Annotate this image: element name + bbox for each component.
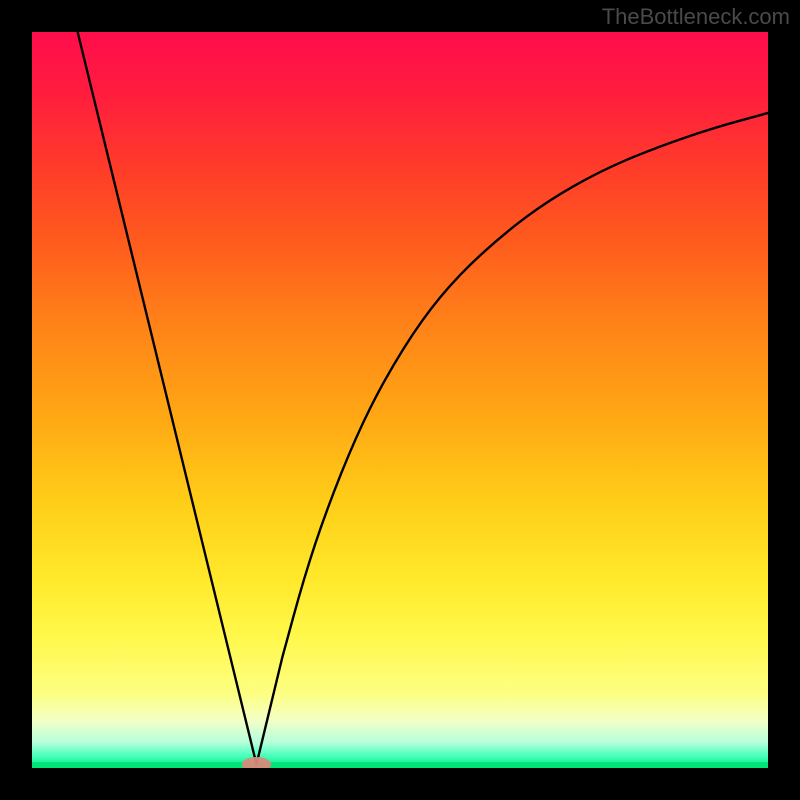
bottom-green-band	[32, 762, 768, 768]
bottleneck-curve-chart	[32, 32, 768, 768]
attribution-label: TheBottleneck.com	[602, 4, 790, 30]
gradient-background	[32, 32, 768, 768]
chart-plot-area	[32, 32, 768, 768]
